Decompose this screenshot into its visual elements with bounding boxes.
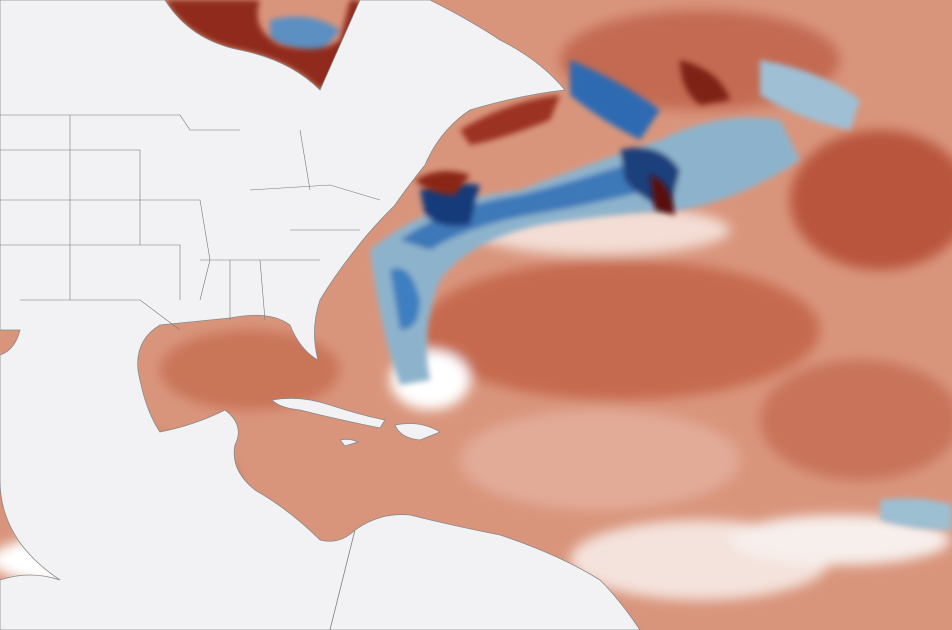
state-borders [0, 114, 381, 331]
hispaniola [394, 423, 441, 441]
north-america [0, 0, 566, 630]
warm-hotspots [165, 0, 730, 215]
jamaica [339, 438, 360, 447]
land [0, 0, 641, 630]
south-america [329, 514, 641, 630]
cuba [271, 397, 386, 429]
